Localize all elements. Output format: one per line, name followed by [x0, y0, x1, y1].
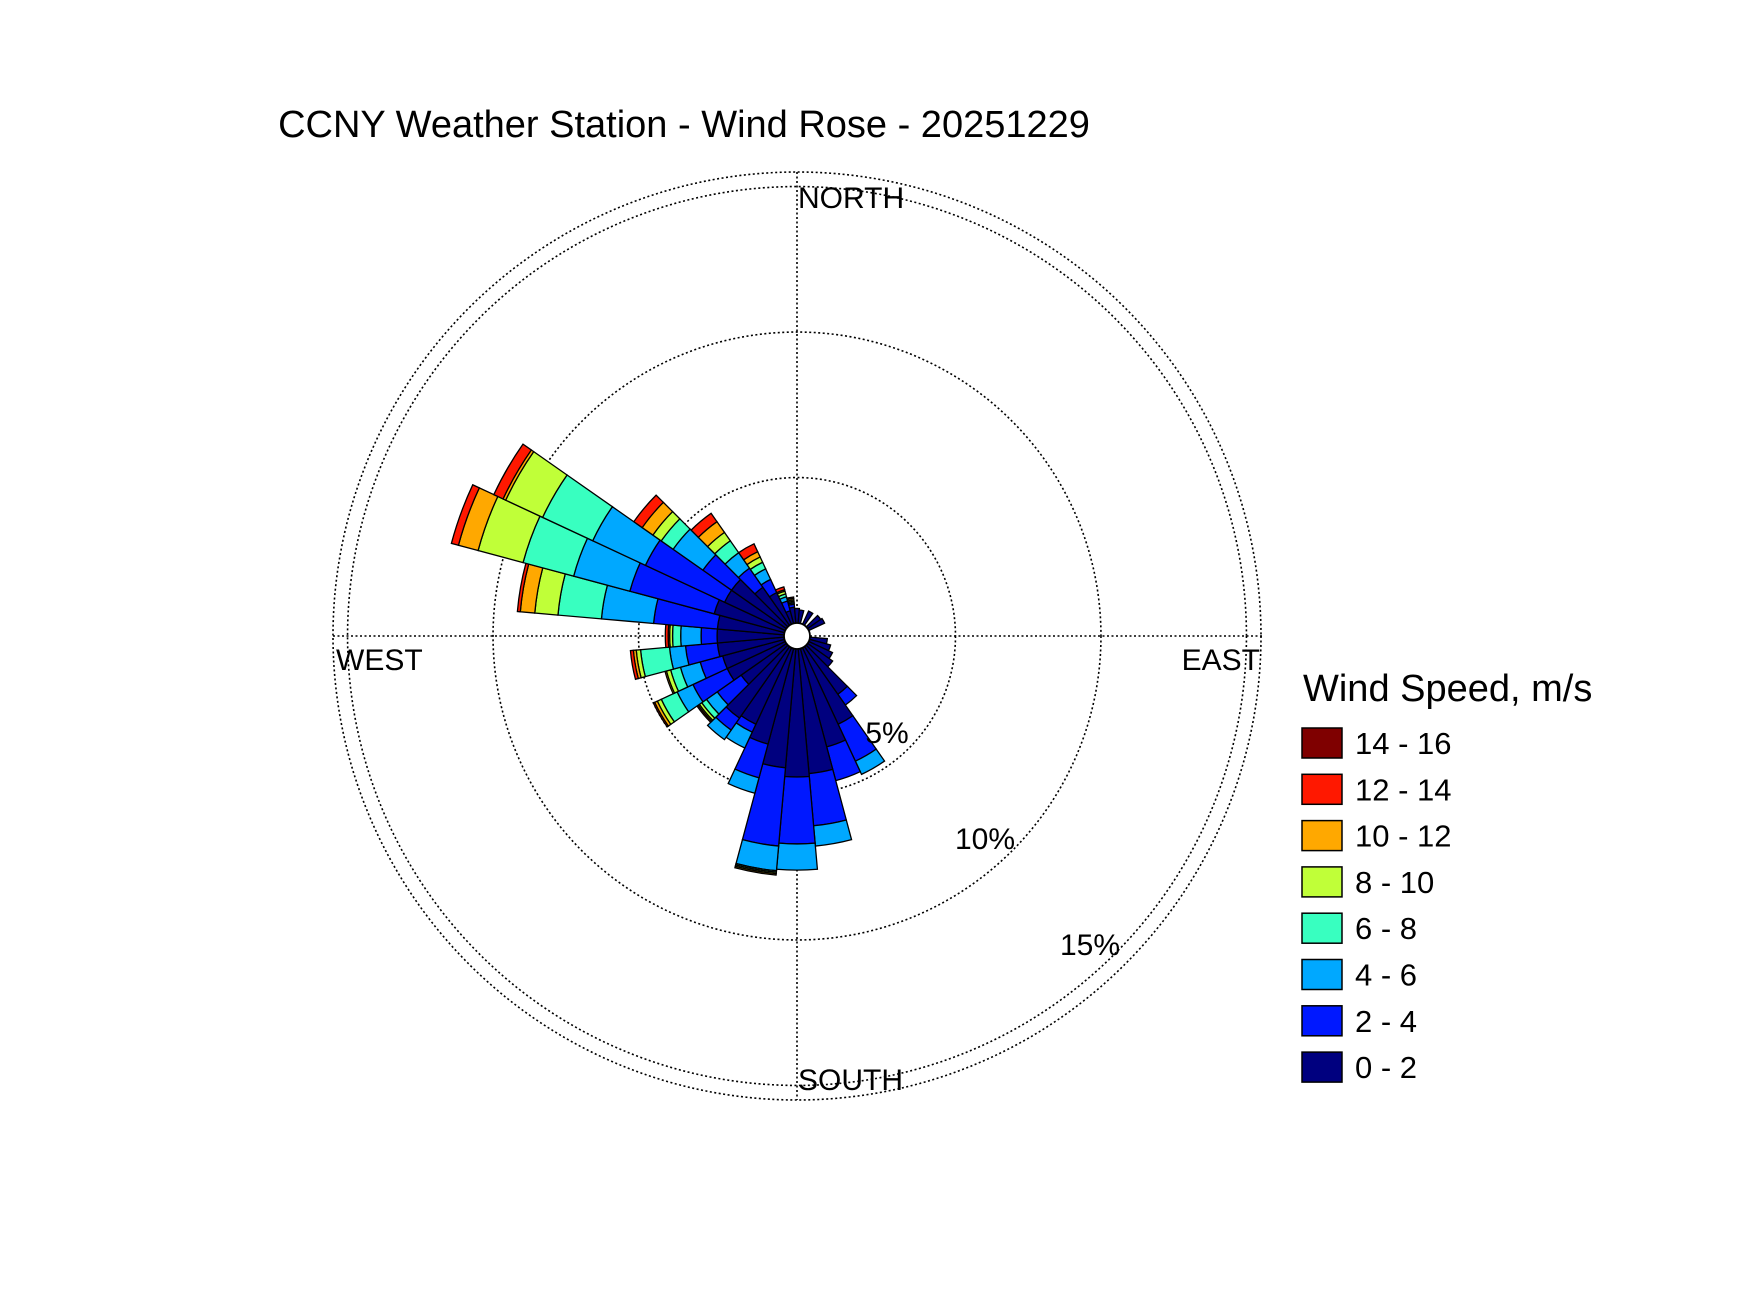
- west-label: WEST: [336, 644, 423, 677]
- legend-label-8-10: 8 - 10: [1355, 865, 1434, 900]
- east-label: EAST: [1182, 644, 1260, 677]
- petal-10-bin-0: [797, 609, 805, 625]
- petal-270-bin-6: [664, 623, 670, 649]
- petal-320-bin-6: [690, 512, 718, 539]
- petal-340-bin-6: [774, 586, 786, 594]
- legend-swatch-6-8: [1301, 912, 1343, 944]
- legend-label-6-8: 6 - 8: [1355, 911, 1417, 946]
- ring-15: [346, 185, 1248, 1087]
- petal-150-bin-2: [854, 748, 886, 776]
- legend-swatch-4-6: [1301, 958, 1343, 991]
- petal-290-bin-6: [450, 483, 481, 547]
- petal-260-bin-6: [629, 649, 640, 681]
- legend-swatch-14-16: [1301, 727, 1343, 759]
- legend-swatch-8-10: [1301, 866, 1343, 898]
- legend-label-0-2: 0 - 2: [1355, 1050, 1417, 1085]
- petal-270-bin-3: [671, 624, 682, 648]
- calm-center-circle: [783, 622, 811, 650]
- petal-310-bin-6: [632, 494, 665, 529]
- ring-10: [492, 331, 1102, 941]
- legend-swatch-0-2: [1301, 1051, 1343, 1083]
- petal-300-bin-6: [492, 443, 533, 500]
- petal-270-bin-2: [680, 625, 703, 647]
- legend-swatch-12-14: [1301, 773, 1343, 806]
- legend-label-12-14: 12 - 14: [1355, 772, 1452, 807]
- legend-label-14-16: 14 - 16: [1355, 726, 1452, 761]
- petal-200-bin-2: [727, 768, 760, 795]
- legend-label-2-4: 2 - 4: [1355, 1004, 1417, 1039]
- petal-220-bin-2: [706, 716, 733, 741]
- petal-190-bin-5: [734, 865, 777, 876]
- petal-180-bin-2: [775, 842, 819, 871]
- wind-petals: [450, 443, 886, 876]
- chart-title: CCNY Weather Station - Wind Rose - 20251…: [278, 104, 1090, 146]
- south-label: SOUTH: [798, 1064, 903, 1097]
- legend: Wind Speed, m/s 0 - 2 2 - 4 4 - 6 6 - 8 8 - …: [1301, 668, 1592, 1085]
- petal-240-bin-6: [652, 701, 670, 728]
- legend-label-4-6: 4 - 6: [1355, 958, 1417, 993]
- petal-270-bin-1: [700, 626, 719, 646]
- legend-label-10-12: 10 - 12: [1355, 819, 1452, 854]
- petal-350-bin-6: [786, 596, 795, 601]
- petal-330-bin-6: [737, 542, 759, 561]
- ring-label-10: 10%: [955, 823, 1015, 856]
- legend-title: Wind Speed, m/s: [1303, 668, 1592, 710]
- legend-swatch-10-12: [1301, 819, 1343, 852]
- ring-label-15: 15%: [1060, 929, 1120, 962]
- legend-swatch-2-4: [1301, 1005, 1343, 1037]
- north-label: NORTH: [798, 182, 904, 215]
- ring-label-5: 5%: [865, 717, 908, 750]
